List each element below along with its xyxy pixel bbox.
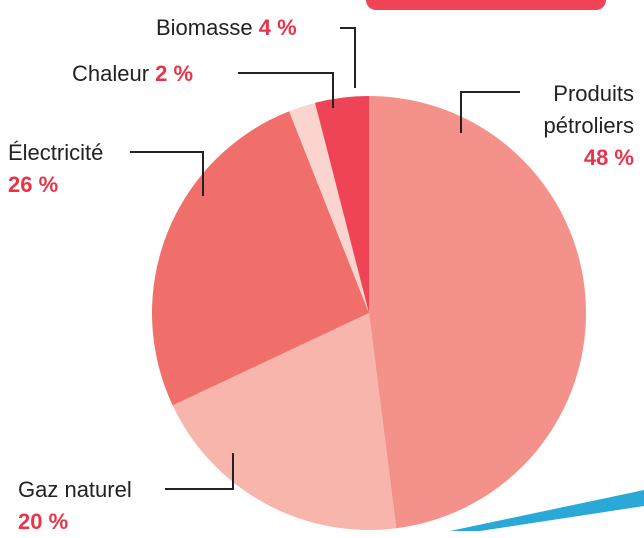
leader-line (165, 453, 234, 490)
leader-line (460, 91, 520, 133)
slice-label: Gaz naturel 20 % (18, 474, 132, 538)
pie-slice (289, 102, 369, 314)
category-label: Gaz naturel (18, 477, 132, 502)
category-label: Biomasse (156, 15, 253, 40)
pie-slice (369, 96, 587, 529)
pie-slice (152, 111, 369, 406)
leader-lines (130, 27, 520, 490)
value-label: 48 % (583, 145, 634, 170)
slice-label: Produits pétroliers 48 % (510, 78, 634, 174)
slice-label: Chaleur 2 % (72, 58, 193, 90)
slice-label: Électricité 26 % (8, 137, 103, 201)
value-label: 2 % (155, 61, 194, 86)
decor-stripe (450, 490, 644, 531)
slice-label: Biomasse 4 % (156, 12, 297, 44)
pie-slice (315, 96, 369, 313)
value-label: 4 % (258, 15, 297, 40)
value-label: 26 % (8, 172, 59, 197)
leader-line (130, 151, 204, 196)
category-label: Électricité (8, 140, 104, 165)
value-label: 20 % (18, 509, 69, 534)
leader-line (238, 72, 334, 108)
pie (152, 96, 587, 530)
pie-slice (172, 313, 397, 530)
category-label: Produits pétroliers (543, 81, 634, 138)
header-badge (366, 0, 606, 10)
category-label: Chaleur (72, 61, 150, 86)
leader-line (340, 27, 356, 88)
